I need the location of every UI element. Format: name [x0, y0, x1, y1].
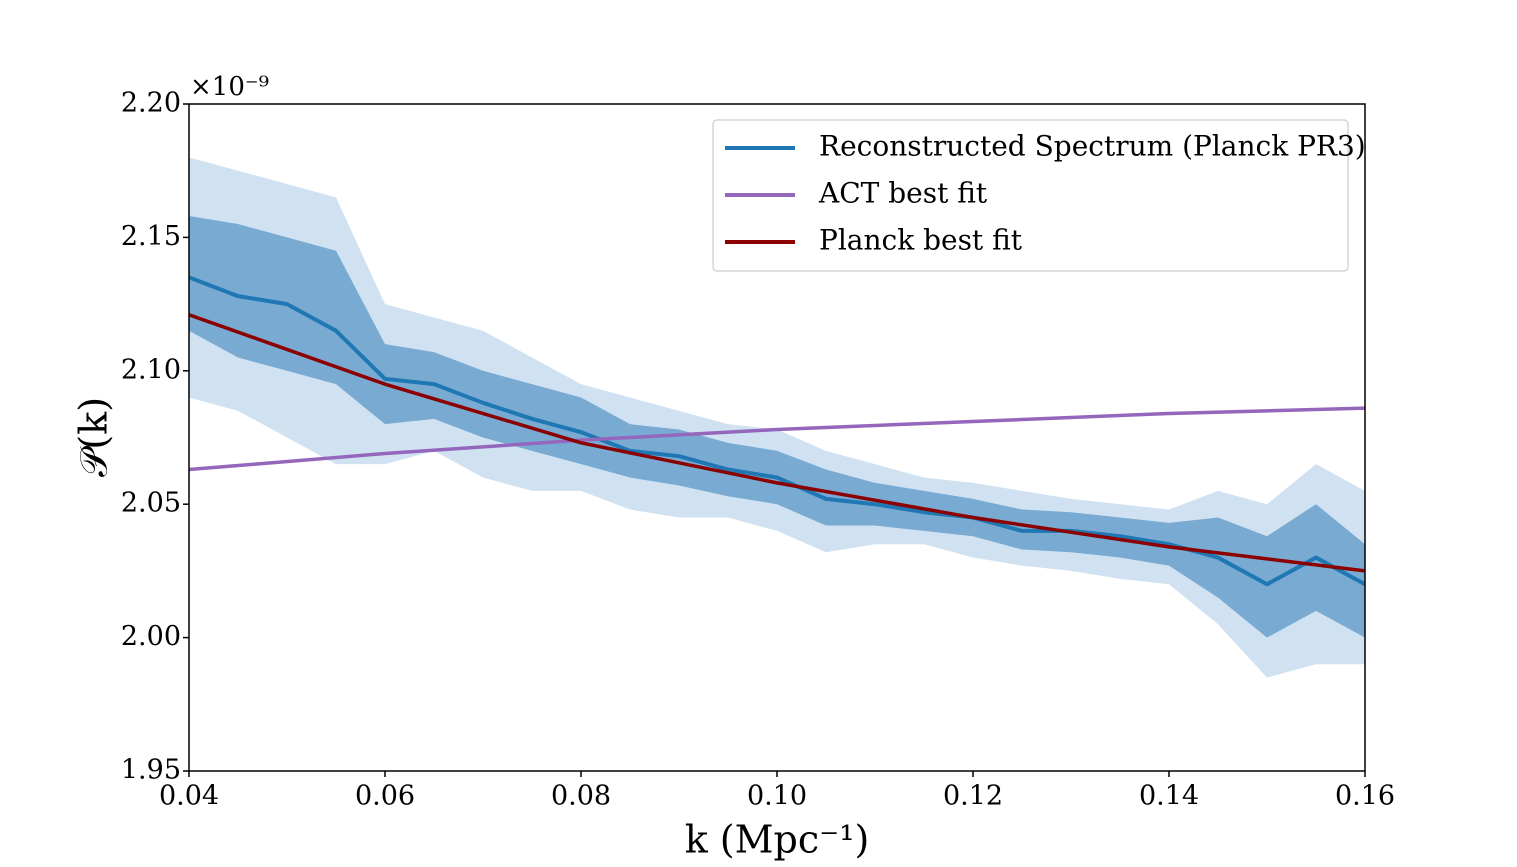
plot-area [189, 157, 1365, 678]
x-tick-label: 0.12 [943, 781, 1003, 812]
legend-box [712, 119, 1349, 272]
series-line [189, 313, 1365, 573]
legend-label: Planck best fit [819, 224, 1023, 257]
y-tick-label: 2.05 [121, 488, 181, 519]
x-tick-label: 0.06 [355, 781, 415, 812]
y-tick-label: 2.15 [121, 221, 181, 252]
y-tick-label: 1.95 [121, 755, 181, 786]
y-tick-label: 2.10 [121, 354, 181, 385]
x-axis-label: k (Mpc⁻¹) [685, 818, 870, 862]
x-tick-label: 0.14 [1139, 781, 1199, 812]
series-line [189, 275, 1365, 587]
x-tick-label: 0.04 [159, 781, 219, 812]
series-line [189, 406, 1365, 472]
legend-label: ACT best fit [818, 177, 988, 210]
x-tick-label: 0.10 [747, 781, 807, 812]
legend-label: Reconstructed Spectrum (Planck PR3) [819, 130, 1366, 163]
x-tick-label: 0.08 [551, 781, 611, 812]
x-tick-label: 0.16 [1335, 781, 1395, 812]
y-axis-label: 𝒫(k) [72, 397, 116, 477]
y-offset-label: ×10⁻⁹ [190, 72, 269, 102]
y-tick-label: 2.00 [121, 621, 181, 652]
y-tick-label: 2.20 [121, 88, 181, 119]
